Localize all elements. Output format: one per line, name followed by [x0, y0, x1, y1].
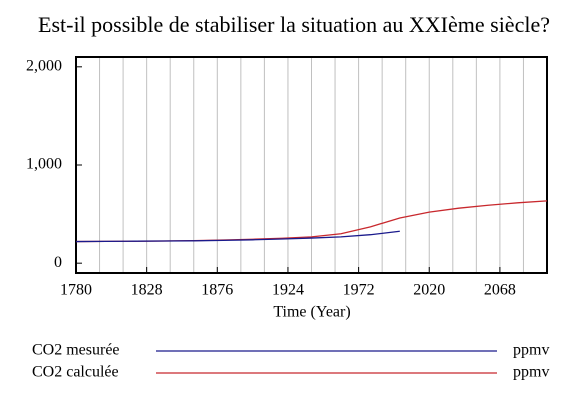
- x-tick-label: 1876: [201, 282, 233, 299]
- plot-frame: [75, 56, 548, 274]
- x-tick-label: 1972: [343, 282, 375, 299]
- y-tick-label: 2,000: [26, 57, 62, 74]
- legend-label: CO2 calculée: [32, 364, 119, 381]
- legend-label: CO2 mesurée: [32, 342, 120, 359]
- series-line: [75, 230, 400, 243]
- x-tick-label: 2068: [484, 282, 516, 299]
- x-tick-label: 1828: [131, 282, 163, 299]
- x-tick-label: 1780: [60, 282, 92, 299]
- x-tick-label: 1924: [272, 282, 304, 299]
- y-tick-label: 0: [54, 254, 62, 271]
- chart-title: Est-il possible de stabiliser la situati…: [38, 12, 550, 37]
- legend-unit: ppmv: [513, 342, 549, 359]
- y-tick-label: 1,000: [26, 156, 62, 173]
- x-tick-label: 2020: [413, 282, 445, 299]
- x-axis-label: Time (Year): [273, 304, 350, 321]
- legend-unit: ppmv: [513, 364, 549, 381]
